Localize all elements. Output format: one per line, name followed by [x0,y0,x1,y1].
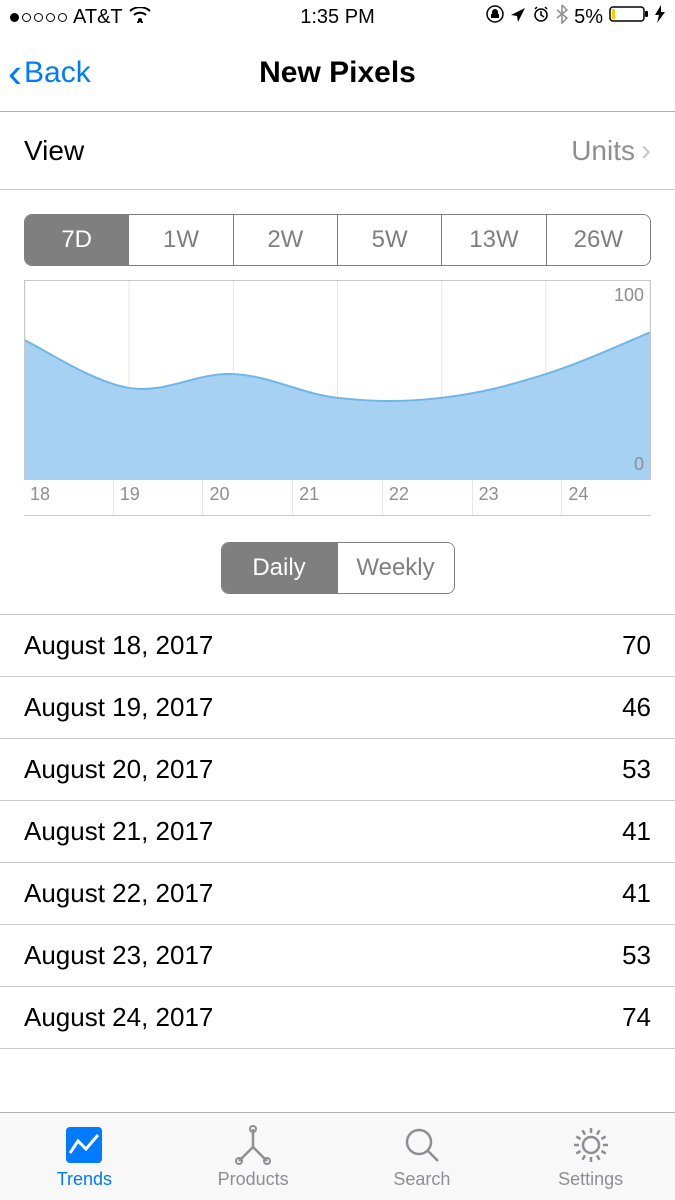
chart-ymin-label: 0 [634,454,644,475]
x-tick-label: 21 [293,480,383,515]
tab-settings[interactable]: Settings [506,1113,675,1200]
x-tick-label: 18 [24,480,114,515]
view-value: Units › [571,134,651,168]
range-segment-7d[interactable]: 7D [25,215,129,265]
tab-products[interactable]: Products [169,1113,338,1200]
page-title: New Pixels [0,56,675,90]
back-button[interactable]: ‹ Back [0,52,91,94]
nav-header: ‹ Back New Pixels [0,34,675,112]
table-row: August 21, 2017 41 [0,801,675,863]
row-date: August 22, 2017 [24,878,213,909]
interval-segmented-control[interactable]: DailyWeekly [221,542,455,594]
row-value: 46 [622,692,651,723]
table-row: August 23, 2017 53 [0,925,675,987]
trends-icon [62,1123,106,1167]
tab-search[interactable]: Search [338,1113,507,1200]
tab-label: Settings [558,1169,623,1190]
interval-toggle-row: DailyWeekly [0,516,675,615]
table-row: August 24, 2017 74 [0,987,675,1049]
range-segmented-control[interactable]: 7D1W2W5W13W26W [24,214,651,266]
tab-label: Trends [57,1169,112,1190]
x-tick-label: 19 [114,480,204,515]
table-row: August 19, 2017 46 [0,677,675,739]
row-value: 53 [622,754,651,785]
range-segment-5w[interactable]: 5W [338,215,442,265]
interval-segment-daily[interactable]: Daily [222,543,338,593]
chevron-right-icon: › [641,134,651,168]
row-date: August 20, 2017 [24,754,213,785]
x-tick-label: 23 [473,480,563,515]
row-date: August 24, 2017 [24,1002,213,1033]
range-segment-13w[interactable]: 13W [442,215,546,265]
table-row: August 18, 2017 70 [0,615,675,677]
back-label: Back [24,56,91,90]
tab-bar: Trends Products Search Settings [0,1112,675,1200]
x-tick-label: 24 [562,480,651,515]
chart-container: 100 0 18192021222324 [0,280,675,516]
table-row: August 22, 2017 41 [0,863,675,925]
row-value: 53 [622,940,651,971]
row-date: August 23, 2017 [24,940,213,971]
view-label: View [24,135,84,167]
chart-ymax-label: 100 [614,285,644,306]
chevron-left-icon: ‹ [8,52,22,94]
row-date: August 19, 2017 [24,692,213,723]
data-table: August 18, 201770August 19, 201746August… [0,615,675,1049]
row-value: 74 [622,1002,651,1033]
range-segment-26w[interactable]: 26W [547,215,650,265]
range-segment-2w[interactable]: 2W [234,215,338,265]
row-date: August 18, 2017 [24,630,213,661]
status-time: 1:35 PM [0,6,675,29]
products-icon [231,1123,275,1167]
tab-label: Products [218,1169,289,1190]
settings-icon [569,1123,613,1167]
view-selector-row[interactable]: View Units › [0,112,675,190]
area-chart: 100 0 [24,280,651,480]
x-tick-label: 20 [203,480,293,515]
interval-segment-weekly[interactable]: Weekly [338,543,454,593]
x-tick-label: 22 [383,480,473,515]
range-segment-container: 7D1W2W5W13W26W [0,190,675,280]
range-segment-1w[interactable]: 1W [129,215,233,265]
tab-label: Search [393,1169,450,1190]
row-value: 41 [622,878,651,909]
row-date: August 21, 2017 [24,816,213,847]
table-row: August 20, 2017 53 [0,739,675,801]
search-icon [400,1123,444,1167]
chart-x-axis: 18192021222324 [24,480,651,516]
status-bar: AT&T 1:35 PM 5% [0,0,675,34]
row-value: 41 [622,816,651,847]
tab-trends[interactable]: Trends [0,1113,169,1200]
row-value: 70 [622,630,651,661]
